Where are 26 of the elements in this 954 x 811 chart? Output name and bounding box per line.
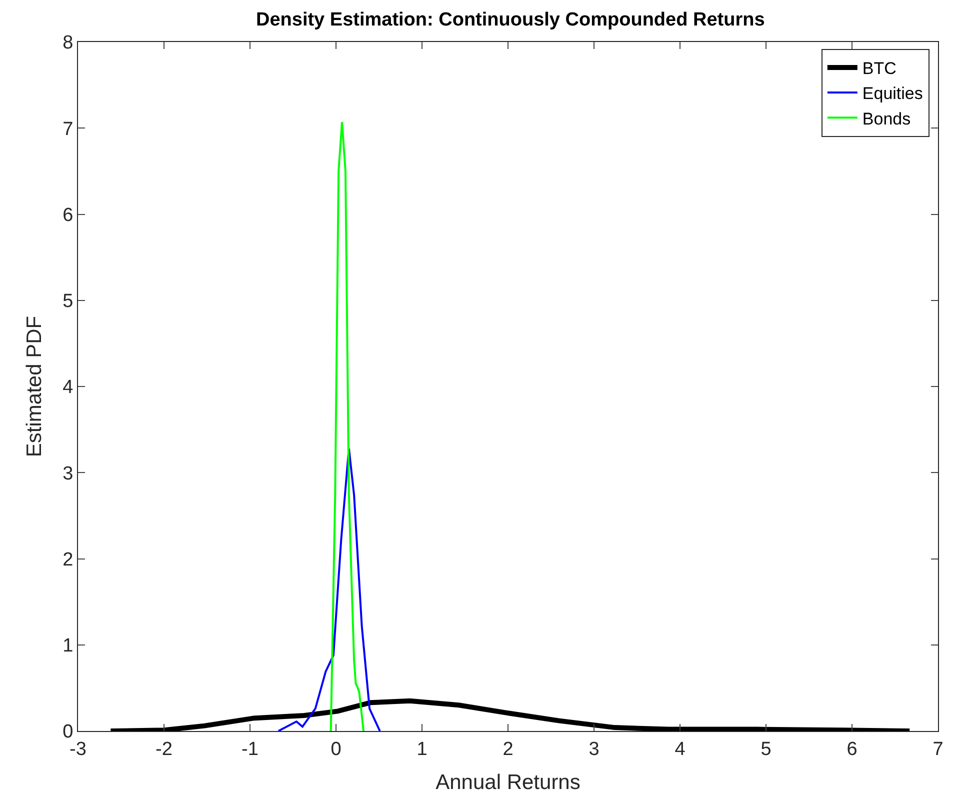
x-tick-label: 7	[932, 738, 944, 760]
y-tick-label: 2	[62, 549, 74, 570]
x-tick-label: 0	[330, 738, 342, 760]
x-tick-label: -2	[156, 738, 172, 760]
y-tick-label: 4	[62, 377, 74, 398]
chart-title: Density Estimation: Continuously Compounded Returns	[256, 9, 765, 30]
y-tick-label: 7	[62, 118, 74, 140]
x-tick-label: 1	[416, 738, 428, 760]
x-tick-label: 3	[588, 738, 600, 760]
line-series	[330, 121, 365, 731]
x-tick-label: 2	[502, 738, 514, 760]
line-series	[277, 448, 381, 731]
y-axis-title: Estimated PDF	[22, 316, 46, 458]
x-tick-label: 6	[846, 738, 858, 760]
y-tick-label: 6	[62, 204, 74, 226]
x-axis-title: Annual Returns	[436, 771, 580, 794]
legend-label: Bonds	[862, 109, 911, 128]
x-tick-label: 5	[760, 738, 772, 760]
y-tick-label: 8	[62, 32, 74, 54]
legend-label: BTC	[862, 59, 896, 78]
y-tick-label: 1	[62, 636, 74, 657]
x-tick-label: 4	[674, 738, 686, 760]
x-tick-label: -1	[242, 738, 258, 760]
y-tick-label: 3	[62, 463, 74, 484]
y-tick-label: 5	[62, 291, 74, 312]
legend-label: Equities	[862, 84, 923, 104]
